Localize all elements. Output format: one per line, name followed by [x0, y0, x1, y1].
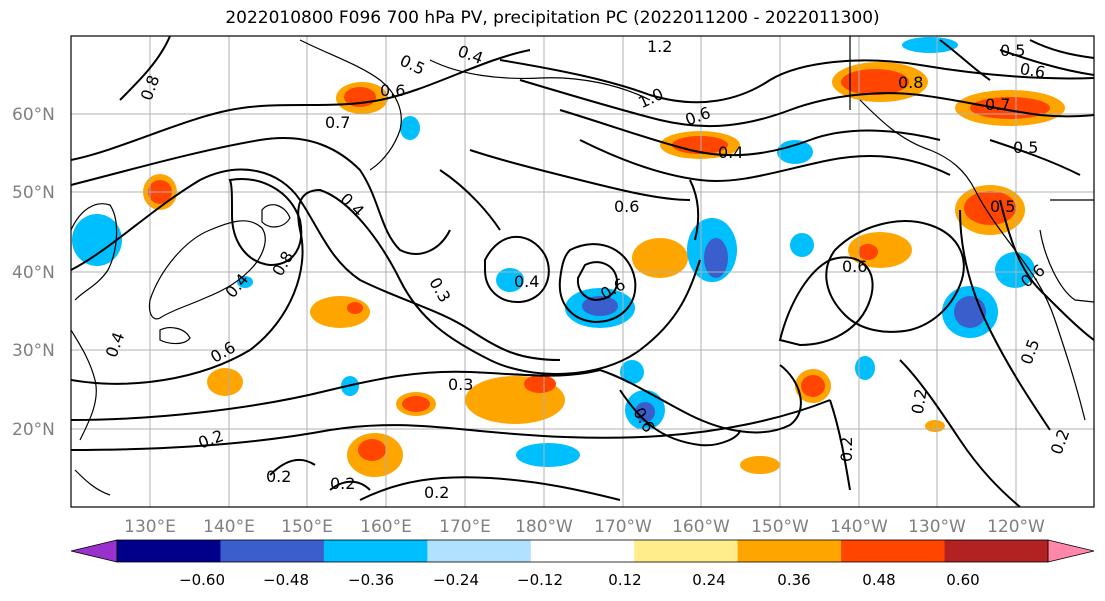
pv-contour-label: 0.6 — [1018, 59, 1046, 82]
pv-contour-label: 0.8 — [898, 73, 923, 92]
precip-negative-core — [704, 238, 728, 278]
precip-positive-blob — [632, 238, 688, 278]
colorbar-tick-label: −0.24 — [433, 571, 479, 589]
colorbar-segment — [323, 540, 428, 562]
colorbar-extend-left — [70, 539, 118, 563]
precip-positive-core — [347, 302, 363, 314]
precip-positive-core — [358, 439, 386, 461]
map-area — [71, 36, 1094, 507]
lat-label: 30°N — [12, 341, 55, 361]
precip-negative-blob — [72, 214, 122, 266]
pv-contour-label: 0.6 — [842, 257, 867, 276]
precip-negative-blob — [855, 356, 875, 380]
lon-label: 140°W — [830, 517, 888, 537]
colorbar-tick-label: 0.36 — [777, 571, 810, 589]
precip-negative-blob — [995, 252, 1035, 288]
colorbar-outline — [116, 539, 1049, 563]
lon-label: 130°W — [908, 517, 966, 537]
pv-contour-label: 0.5 — [1000, 41, 1025, 60]
pv-contour-label: 0.4 — [514, 272, 539, 291]
precip-positive-blob — [310, 296, 370, 328]
colorbar-segment — [944, 540, 1049, 562]
precip-negative-blob — [496, 268, 524, 292]
pv-contour-label: 0.6 — [614, 197, 639, 216]
colorbar-tick-label: 0.12 — [608, 571, 641, 589]
precip-positive-core — [801, 375, 825, 397]
pv-contour-label: 0.2 — [266, 467, 291, 486]
pv-contour-label: 0.5 — [990, 197, 1015, 216]
precip-positive-core — [964, 191, 1016, 225]
pv-contour-label: 0.4 — [718, 143, 743, 162]
colorbar-segment — [427, 540, 532, 562]
colorbar-tick-label: 0.60 — [946, 571, 979, 589]
precip-positive-core — [402, 396, 430, 412]
colorbar-extend-right — [1047, 539, 1095, 563]
pv-contour-label: 0.7 — [325, 113, 350, 132]
longitude-labels: 130°E 140°E 150°E 160°E 170°E 180°W 170°… — [124, 517, 1045, 537]
lon-label: 180°W — [515, 517, 573, 537]
lon-label: 120°W — [987, 517, 1045, 537]
map-frame — [70, 35, 1095, 508]
colorbar-tick-label: 0.48 — [862, 571, 895, 589]
precip-positive-blob — [925, 420, 945, 432]
colorbar-tick-label: 0.24 — [692, 571, 725, 589]
precip-negative-blob — [620, 360, 644, 384]
lon-label: 160°W — [672, 517, 730, 537]
lat-label: 40°N — [12, 263, 55, 283]
lon-label: 130°E — [124, 517, 176, 537]
colorbar: −0.60 −0.48 −0.36 −0.24 −0.12 0.12 0.24 … — [70, 539, 1095, 589]
colorbar-segment — [220, 540, 325, 562]
lat-label: 60°N — [12, 105, 55, 125]
lon-label: 170°W — [594, 517, 652, 537]
chart-title: 2022010800 F096 700 hPa PV, precipitatio… — [225, 8, 880, 28]
lon-label: 150°E — [281, 517, 333, 537]
precip-negative-blob — [902, 37, 958, 53]
pv-contour-label: 0.2 — [908, 387, 931, 415]
colorbar-segment — [841, 540, 946, 562]
colorbar-tick-label: −0.60 — [179, 571, 225, 589]
precip-negative-blob — [400, 116, 420, 140]
gridlines — [71, 36, 1094, 507]
precip-positive-blob — [740, 456, 780, 474]
precip-negative-core — [582, 296, 618, 316]
lat-label: 50°N — [12, 183, 55, 203]
colorbar-tick-label: −0.48 — [263, 571, 309, 589]
pv-contour-label: 0.3 — [448, 375, 473, 394]
precip-positive-core — [524, 375, 556, 393]
pv-contour-label: 0.2 — [837, 437, 856, 462]
pv-contour-label: 0.6 — [380, 81, 405, 100]
precip-positive-core — [841, 69, 909, 95]
pv-contours — [71, 36, 1094, 507]
colorbar-segment — [117, 540, 221, 562]
pv-contour-label: 1.2 — [647, 37, 672, 56]
lon-label: 150°W — [751, 517, 809, 537]
precip-negative-blob — [790, 233, 814, 257]
pv-contour-label: 0.2 — [424, 483, 449, 502]
colorbar-segment — [634, 540, 739, 562]
lon-label: 140°E — [203, 517, 255, 537]
lat-label: 20°N — [12, 420, 55, 440]
pv-contour-label: 0.2 — [330, 474, 355, 493]
colorbar-segment — [530, 540, 635, 562]
colorbar-tick-label: −0.36 — [348, 571, 394, 589]
precip-positive-core — [858, 244, 878, 260]
colorbar-segment — [737, 540, 842, 562]
pv-contour-label: 0.5 — [1013, 138, 1038, 157]
lon-label: 170°E — [439, 517, 491, 537]
pv-contour-label: 0.7 — [985, 95, 1010, 114]
precip-positive-blob — [207, 368, 243, 396]
precip-negative-blob — [516, 443, 580, 467]
precip-shading — [72, 37, 1065, 477]
precip-negative-blob — [237, 276, 253, 288]
latitude-labels: 60°N 50°N 40°N 30°N 20°N — [12, 105, 55, 440]
lon-label: 160°E — [360, 517, 412, 537]
precip-negative-blob — [777, 140, 813, 164]
colorbar-tick-label: −0.12 — [517, 571, 563, 589]
